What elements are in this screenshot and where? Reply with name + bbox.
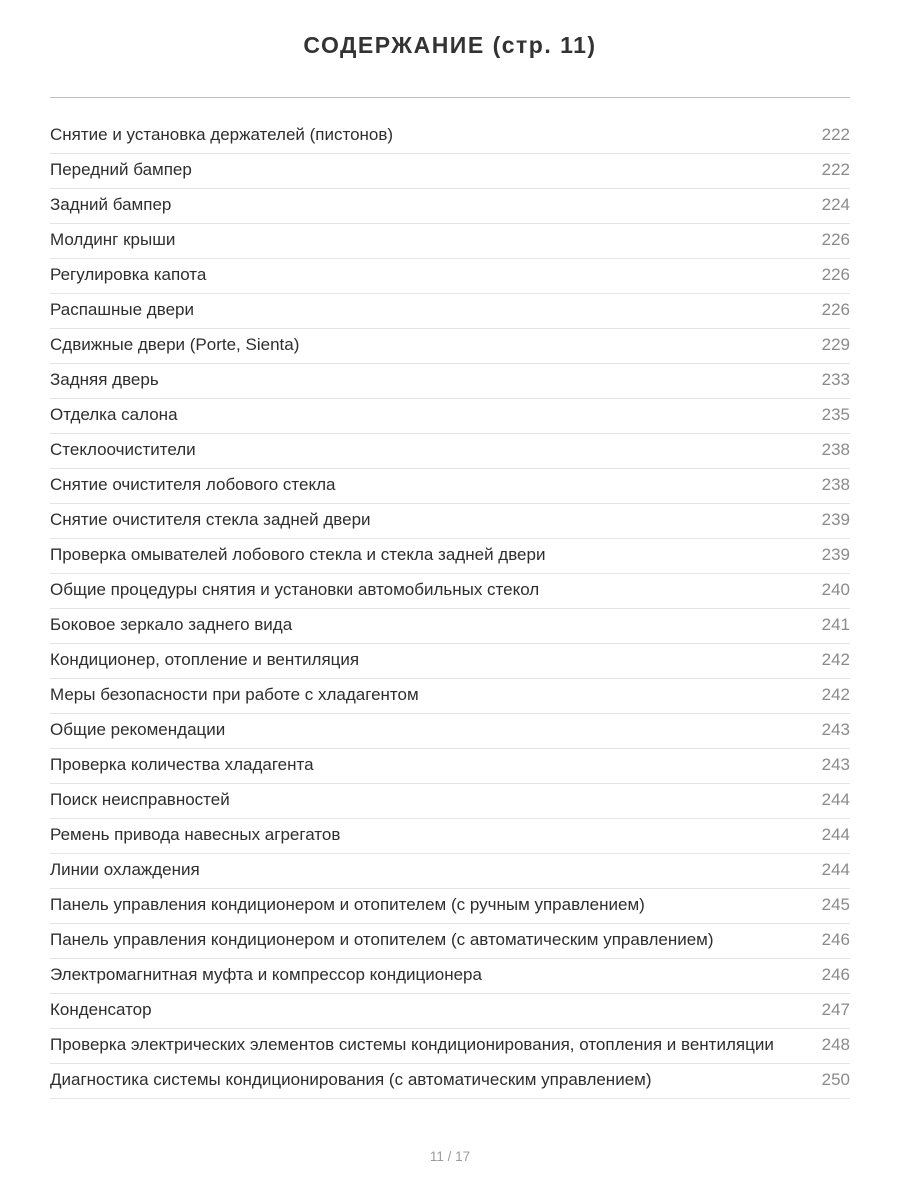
toc-entry-page-number: 239 <box>821 545 850 564</box>
toc-entry-page-number: 226 <box>821 230 850 249</box>
toc-entry-title: Передний бампер <box>50 160 192 179</box>
toc-entry-title: Регулировка капота <box>50 265 207 284</box>
toc-row: Передний бампер 222 <box>50 154 850 189</box>
toc-entry-page-number: 244 <box>821 825 850 844</box>
toc-entry-title: Общие процедуры снятия и установки автом… <box>50 580 540 599</box>
toc-row: Регулировка капота 226 <box>50 259 850 294</box>
toc-entry-title: Проверка электрических элементов системы… <box>50 1035 774 1054</box>
toc-entry-title: Проверка омывателей лобового стекла и ст… <box>50 545 546 564</box>
toc-entry-page-number: 222 <box>821 125 850 144</box>
toc-entry-title: Диагностика системы кондиционирования (с… <box>50 1070 652 1089</box>
toc-row: Снятие и установка держателей (пистонов)… <box>50 119 850 154</box>
toc-entry-title: Кондиционер, отопление и вентиляция <box>50 650 360 669</box>
toc-row: Кондиционер, отопление и вентиляция 242 <box>50 644 850 679</box>
toc-entry-page-number: 243 <box>821 720 850 739</box>
toc-entry-title: Панель управления кондиционером и отопит… <box>50 895 645 914</box>
toc-row: Проверка омывателей лобового стекла и ст… <box>50 539 850 574</box>
toc-entry-page-number: 233 <box>821 370 850 389</box>
title-divider <box>50 97 850 98</box>
toc-row: Меры безопасности при работе с хладагент… <box>50 679 850 714</box>
toc-entry-title: Снятие и установка держателей (пистонов) <box>50 125 394 144</box>
toc-row: Панель управления кондиционером и отопит… <box>50 924 850 959</box>
toc-row: Конденсатор 247 <box>50 994 850 1029</box>
toc-row: Боковое зеркало заднего вида 241 <box>50 609 850 644</box>
toc-entry-page-number: 238 <box>821 475 850 494</box>
toc-entry-page-number: 246 <box>821 930 850 949</box>
toc-row: Линии охлаждения 244 <box>50 854 850 889</box>
toc-entry-title: Меры безопасности при работе с хладагент… <box>50 685 419 704</box>
toc-entry-page-number: 226 <box>821 265 850 284</box>
toc-entry-page-number: 244 <box>821 860 850 879</box>
toc-entry-title: Ремень привода навесных агрегатов <box>50 825 341 844</box>
toc-entry-title: Задний бампер <box>50 195 172 214</box>
page-indicator: 11 / 17 <box>429 1149 471 1164</box>
toc-row: Поиск неисправностей 244 <box>50 784 850 819</box>
toc-row: Проверка количества хладагента 243 <box>50 749 850 784</box>
toc-entry-page-number: 235 <box>821 405 850 424</box>
toc-entry-page-number: 245 <box>821 895 850 914</box>
toc-row: Стеклоочистители 238 <box>50 434 850 469</box>
toc-entry-page-number: 229 <box>821 335 850 354</box>
toc-row: Диагностика системы кондиционирования (с… <box>50 1064 850 1099</box>
toc-entry-title: Конденсатор <box>50 1000 152 1019</box>
toc-row: Распашные двери 226 <box>50 294 850 329</box>
toc-entry-page-number: 244 <box>821 790 850 809</box>
toc-entry-title: Отделка салона <box>50 405 178 424</box>
page-title: СОДЕРЖАНИЕ (стр. 11) <box>303 32 597 58</box>
toc-entry-page-number: 224 <box>821 195 850 214</box>
toc-entry-title: Общие рекомендации <box>50 720 226 739</box>
toc-entry-page-number: 222 <box>821 160 850 179</box>
toc-entry-title: Боковое зеркало заднего вида <box>50 615 293 634</box>
toc-entry-title: Снятие очистителя лобового стекла <box>50 475 336 494</box>
toc-row: Задняя дверь 233 <box>50 364 850 399</box>
toc-entry-title: Электромагнитная муфта и компрессор конд… <box>50 965 482 984</box>
toc-row: Панель управления кондиционером и отопит… <box>50 889 850 924</box>
toc-row: Ремень привода навесных агрегатов 244 <box>50 819 850 854</box>
toc-row: Электромагнитная муфта и компрессор конд… <box>50 959 850 994</box>
toc-entry-page-number: 250 <box>821 1070 850 1089</box>
toc-entry-page-number: 241 <box>821 615 850 634</box>
toc-row: Общие рекомендации 243 <box>50 714 850 749</box>
toc-entry-title: Стеклоочистители <box>50 440 196 459</box>
toc-entry-page-number: 242 <box>821 685 850 704</box>
toc-row: Молдинг крыши 226 <box>50 224 850 259</box>
toc-row: Задний бампер 224 <box>50 189 850 224</box>
toc-entry-title: Поиск неисправностей <box>50 790 230 809</box>
toc-entry-title: Сдвижные двери (Porte, Sienta) <box>50 335 300 354</box>
toc-entry-title: Проверка количества хладагента <box>50 755 314 774</box>
toc-entry-title: Панель управления кондиционером и отопит… <box>50 930 714 949</box>
table-of-contents: Снятие и установка держателей (пистонов)… <box>50 119 850 1099</box>
toc-entry-page-number: 240 <box>821 580 850 599</box>
toc-entry-page-number: 248 <box>821 1035 850 1054</box>
toc-entry-page-number: 238 <box>821 440 850 459</box>
toc-entry-page-number: 246 <box>821 965 850 984</box>
toc-entry-page-number: 243 <box>821 755 850 774</box>
toc-row: Проверка электрических элементов системы… <box>50 1029 850 1064</box>
toc-entry-page-number: 247 <box>821 1000 850 1019</box>
toc-row: Снятие очистителя стекла задней двери 239 <box>50 504 850 539</box>
toc-row: Снятие очистителя лобового стекла 238 <box>50 469 850 504</box>
toc-entry-title: Молдинг крыши <box>50 230 176 249</box>
toc-row: Общие процедуры снятия и установки автом… <box>50 574 850 609</box>
toc-row: Сдвижные двери (Porte, Sienta) 229 <box>50 329 850 364</box>
toc-row: Отделка салона 235 <box>50 399 850 434</box>
toc-entry-title: Задняя дверь <box>50 370 159 389</box>
toc-entry-page-number: 226 <box>821 300 850 319</box>
toc-entry-page-number: 239 <box>821 510 850 529</box>
toc-entry-page-number: 242 <box>821 650 850 669</box>
toc-entry-title: Снятие очистителя стекла задней двери <box>50 510 371 529</box>
toc-entry-title: Распашные двери <box>50 300 194 319</box>
toc-entry-title: Линии охлаждения <box>50 860 200 879</box>
